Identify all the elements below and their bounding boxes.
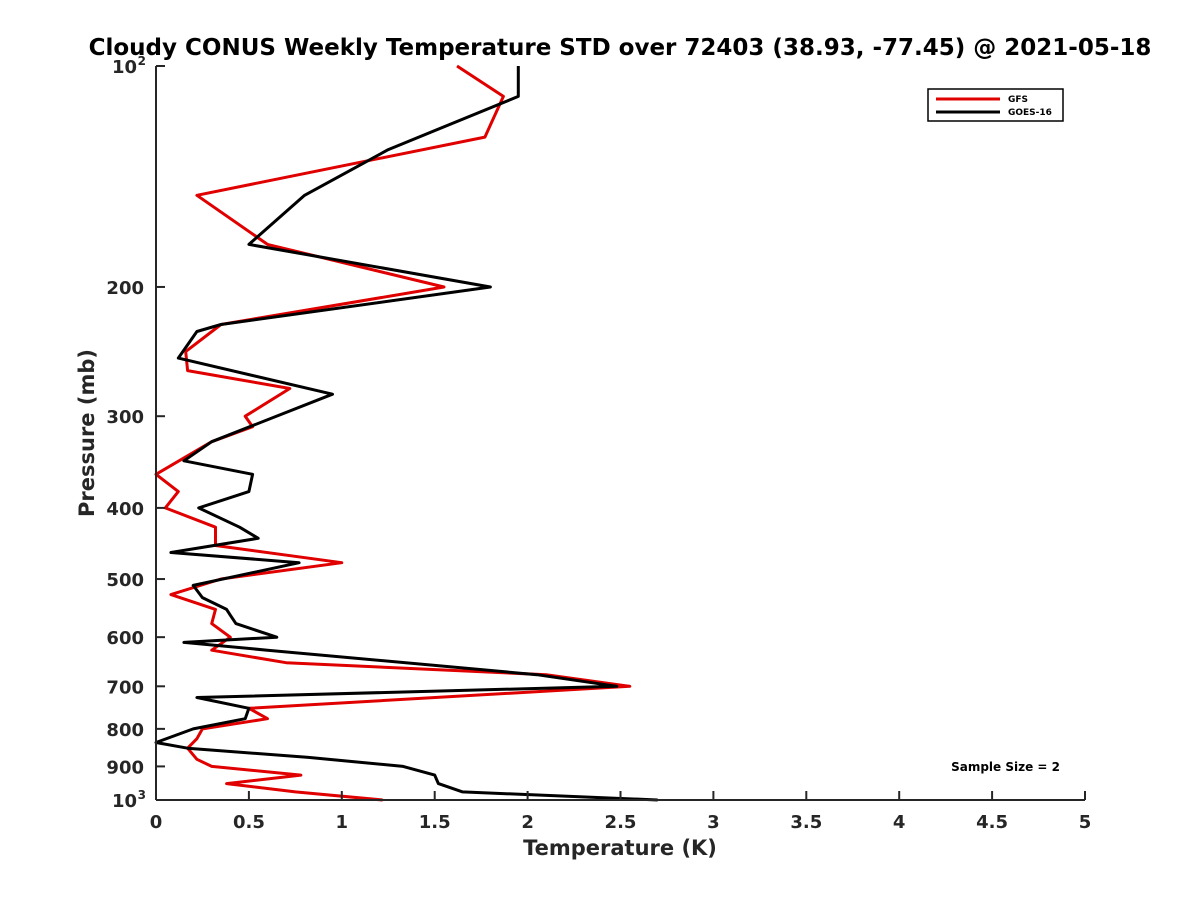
x-tick-label: 2 xyxy=(521,812,534,833)
x-tick-label: 1.5 xyxy=(419,812,451,833)
series-line-goes-16 xyxy=(154,66,658,802)
y-tick-label: 300 xyxy=(106,407,144,428)
y-tick-exponent: 2 xyxy=(138,54,146,68)
y-tick-label: 400 xyxy=(106,499,144,520)
x-axis-label: Temperature (K) xyxy=(523,836,717,860)
plot-lines xyxy=(154,64,658,802)
legend-box xyxy=(927,88,1064,122)
y-tick-label: 900 xyxy=(106,757,144,778)
x-tick-label: 4 xyxy=(893,812,906,833)
y-tick-label: 200 xyxy=(106,278,144,299)
chart-title: Cloudy CONUS Weekly Temperature STD over… xyxy=(89,35,1152,61)
y-tick-label: 700 xyxy=(106,677,144,698)
y-tick-label: 10 xyxy=(112,57,137,78)
x-tick-label: 0 xyxy=(150,812,163,833)
x-tick-label: 1 xyxy=(336,812,349,833)
sample-size-annotation: Sample Size = 2 xyxy=(951,760,1060,774)
legend-entry: GFS xyxy=(1008,95,1028,105)
x-tick-label: 2.5 xyxy=(605,812,637,833)
legend: GFS GOES-16 xyxy=(927,88,1064,122)
y-tick-label: 600 xyxy=(106,628,144,649)
x-tick-label: 3.5 xyxy=(790,812,822,833)
legend-entry: GOES-16 xyxy=(1008,108,1052,118)
y-tick-label: 500 xyxy=(106,570,144,591)
x-tick-label: 5 xyxy=(1079,812,1092,833)
series-line-gfs xyxy=(154,64,632,802)
x-tick-label: 4.5 xyxy=(976,812,1008,833)
x-tick-label: 0.5 xyxy=(233,812,265,833)
y-tick-exponent: 3 xyxy=(138,788,146,802)
y-tick-label: 10 xyxy=(112,791,137,812)
x-axis-ticks: 0 0.5 1 1.5 2 2.5 3 3.5 4 4.5 5 xyxy=(150,791,1092,833)
y-tick-label: 800 xyxy=(106,720,144,741)
x-tick-label: 3 xyxy=(707,812,720,833)
y-axis-label: Pressure (mb) xyxy=(75,349,99,517)
